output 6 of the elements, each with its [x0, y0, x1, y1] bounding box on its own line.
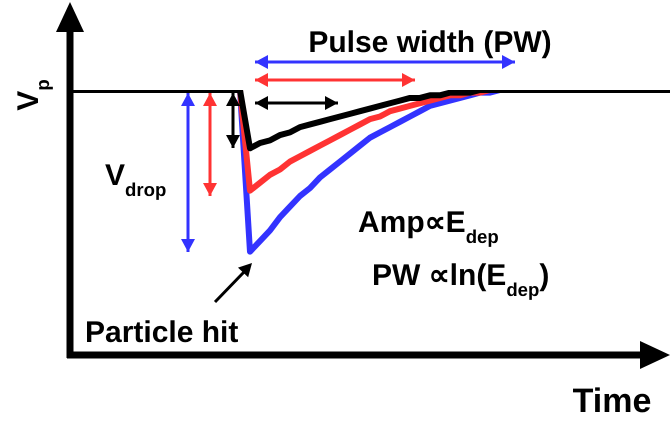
annotation: Particle hit: [85, 316, 238, 349]
x-axis-title: Time: [572, 382, 652, 420]
text: Pulse width (PW): [308, 26, 552, 59]
annotation: PW ∝ln(E$_{dep}$): [372, 259, 550, 300]
annotation: V$_{drop}$: [105, 159, 166, 200]
annotation: Amp∝E$_{dep}$: [358, 206, 499, 246]
